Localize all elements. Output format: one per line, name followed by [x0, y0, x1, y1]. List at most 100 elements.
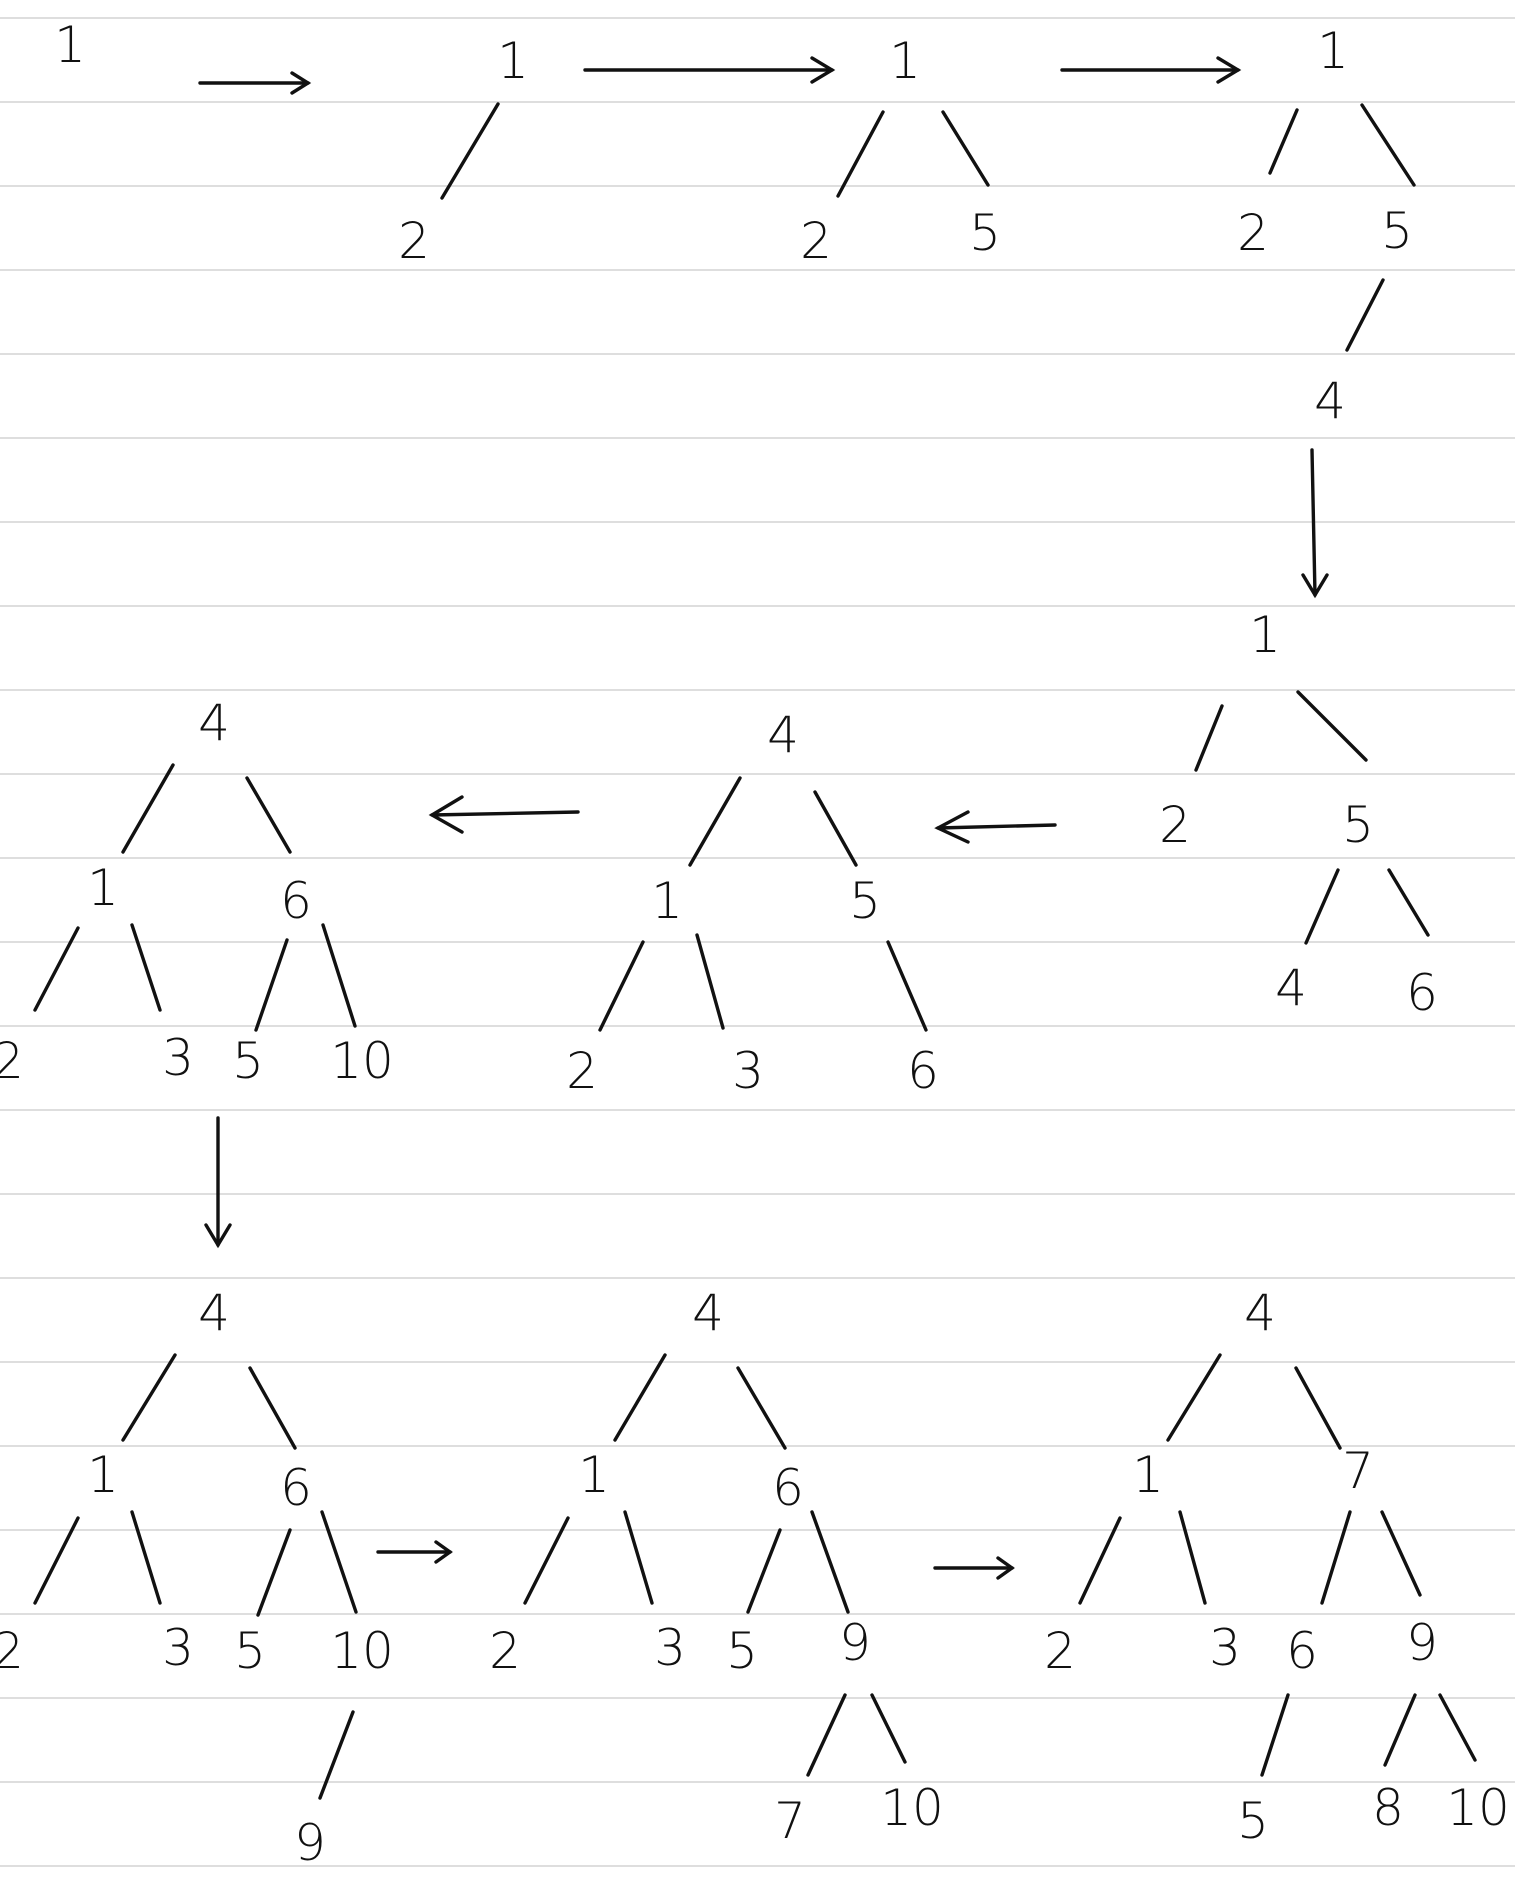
node-label: 1	[889, 32, 921, 90]
node-label: 5	[726, 1622, 758, 1680]
tree-step-6: 4 1 5 2 3 6	[566, 706, 939, 1100]
tree-edge	[688, 776, 742, 867]
tree-edge	[810, 1510, 850, 1614]
node-label: 2	[1044, 1622, 1076, 1680]
arrow-down	[204, 1116, 232, 1249]
node-label: 2	[566, 1042, 598, 1100]
node-label: 2	[1159, 796, 1191, 854]
tree-step-5: 1 2 5 4 6	[1159, 606, 1438, 1022]
ruled-lines	[0, 17, 1515, 1867]
tree-edge	[1268, 108, 1299, 175]
tree-step-3: 1 2 5	[800, 32, 1001, 270]
node-label: 9	[1406, 1614, 1438, 1672]
node-label: 5	[234, 1622, 266, 1680]
tree-edge	[318, 1710, 355, 1800]
node-label: 4	[1244, 1284, 1276, 1342]
tree-edge	[248, 1366, 297, 1450]
tree-step-10: 4 1 7 2 3 6 9 5 8 10	[1044, 1284, 1510, 1850]
node-label: 2	[489, 1622, 521, 1680]
arrow-down	[1301, 448, 1329, 599]
node-label: 10	[330, 1622, 394, 1680]
node-label: 6	[280, 872, 312, 930]
node-label: 10	[1446, 1779, 1510, 1837]
tree-step-4: 1 2 5 4	[1237, 22, 1416, 430]
tree-edge	[33, 926, 80, 1012]
node-label: 5	[232, 1032, 264, 1090]
tree-step-9: 4 1 6 2 3 5 9 7 10	[489, 1284, 944, 1850]
tree-edge	[806, 1693, 847, 1777]
tree-edge	[321, 923, 357, 1028]
node-label: 5	[969, 204, 1001, 262]
tree-edge	[1345, 278, 1385, 352]
arrow-left	[428, 795, 580, 834]
node-label: 1	[497, 32, 529, 90]
tree-step-8: 4 1 6 2 3 5 10 9	[0, 1284, 394, 1872]
node-label: 1	[651, 872, 683, 930]
tree-edge	[886, 940, 928, 1032]
tree-edge	[598, 940, 645, 1032]
tree-edge	[941, 110, 990, 187]
node-label: 5	[1237, 1792, 1269, 1850]
node-label: 1	[87, 1446, 119, 1504]
node-label: 2	[0, 1622, 24, 1680]
node-label: 5	[1342, 796, 1374, 854]
node-label: 4	[692, 1284, 724, 1342]
node-label: 8	[1372, 1779, 1404, 1837]
tree-edge	[736, 1366, 787, 1450]
tree-edge	[320, 1510, 358, 1614]
node-label: 2	[800, 212, 832, 270]
node-label: 5	[1381, 202, 1413, 260]
node-label: 1	[1132, 1446, 1164, 1504]
tree-edge	[836, 110, 885, 198]
tree-edge	[254, 938, 289, 1032]
transition-arrows	[198, 56, 1329, 1580]
node-label: 1	[1317, 22, 1349, 80]
arrow-left	[934, 810, 1057, 844]
tree-edge	[523, 1516, 570, 1605]
tree-edge	[1294, 1366, 1342, 1450]
tree-edge	[1260, 1693, 1290, 1777]
tree-edge	[1296, 690, 1368, 762]
node-label: 6	[907, 1042, 939, 1100]
node-label: 6	[280, 1459, 312, 1517]
tree-edge	[121, 1353, 177, 1442]
tree-edge	[1383, 1693, 1417, 1767]
node-label: 4	[767, 706, 799, 764]
tree-edge	[130, 923, 162, 1012]
tree-edge	[1078, 1516, 1122, 1605]
node-label: 1	[87, 859, 119, 917]
tree-edge	[613, 1353, 667, 1442]
node-label: 2	[0, 1032, 24, 1090]
tree-edge	[1320, 1510, 1352, 1605]
node-label: 3	[732, 1042, 764, 1100]
node-label: 10	[330, 1032, 394, 1090]
node-label: 6	[772, 1459, 804, 1517]
node-label: 6	[1286, 1622, 1318, 1680]
node-label: 3	[654, 1619, 686, 1677]
node-label: 9	[294, 1814, 326, 1872]
node-label: 10	[880, 1779, 944, 1837]
tree-step-1: 1	[54, 16, 86, 74]
tree-edge	[245, 776, 292, 854]
tree-edge	[256, 1528, 292, 1617]
node-label: 4	[1275, 959, 1307, 1017]
tree-edge	[440, 102, 500, 200]
tree-edge	[1194, 704, 1224, 772]
tree-edge	[623, 1510, 654, 1605]
tree-edge	[1304, 868, 1340, 945]
node-label: 2	[398, 212, 430, 270]
tree-edge	[695, 933, 725, 1030]
node-label: 1	[1249, 606, 1281, 664]
node-label: 4	[1314, 372, 1346, 430]
tree-edge	[1438, 1693, 1477, 1762]
tree-step-2: 1 2	[398, 32, 529, 270]
tree-edge	[1166, 1353, 1222, 1442]
node-label: 1	[578, 1446, 610, 1504]
tree-step-7: 4 1 6 2 3 5 10	[0, 694, 394, 1090]
node-label: 4	[198, 1284, 230, 1342]
arrow-right	[583, 56, 836, 84]
node-label: 5	[849, 872, 881, 930]
arrow-right	[376, 1540, 453, 1564]
